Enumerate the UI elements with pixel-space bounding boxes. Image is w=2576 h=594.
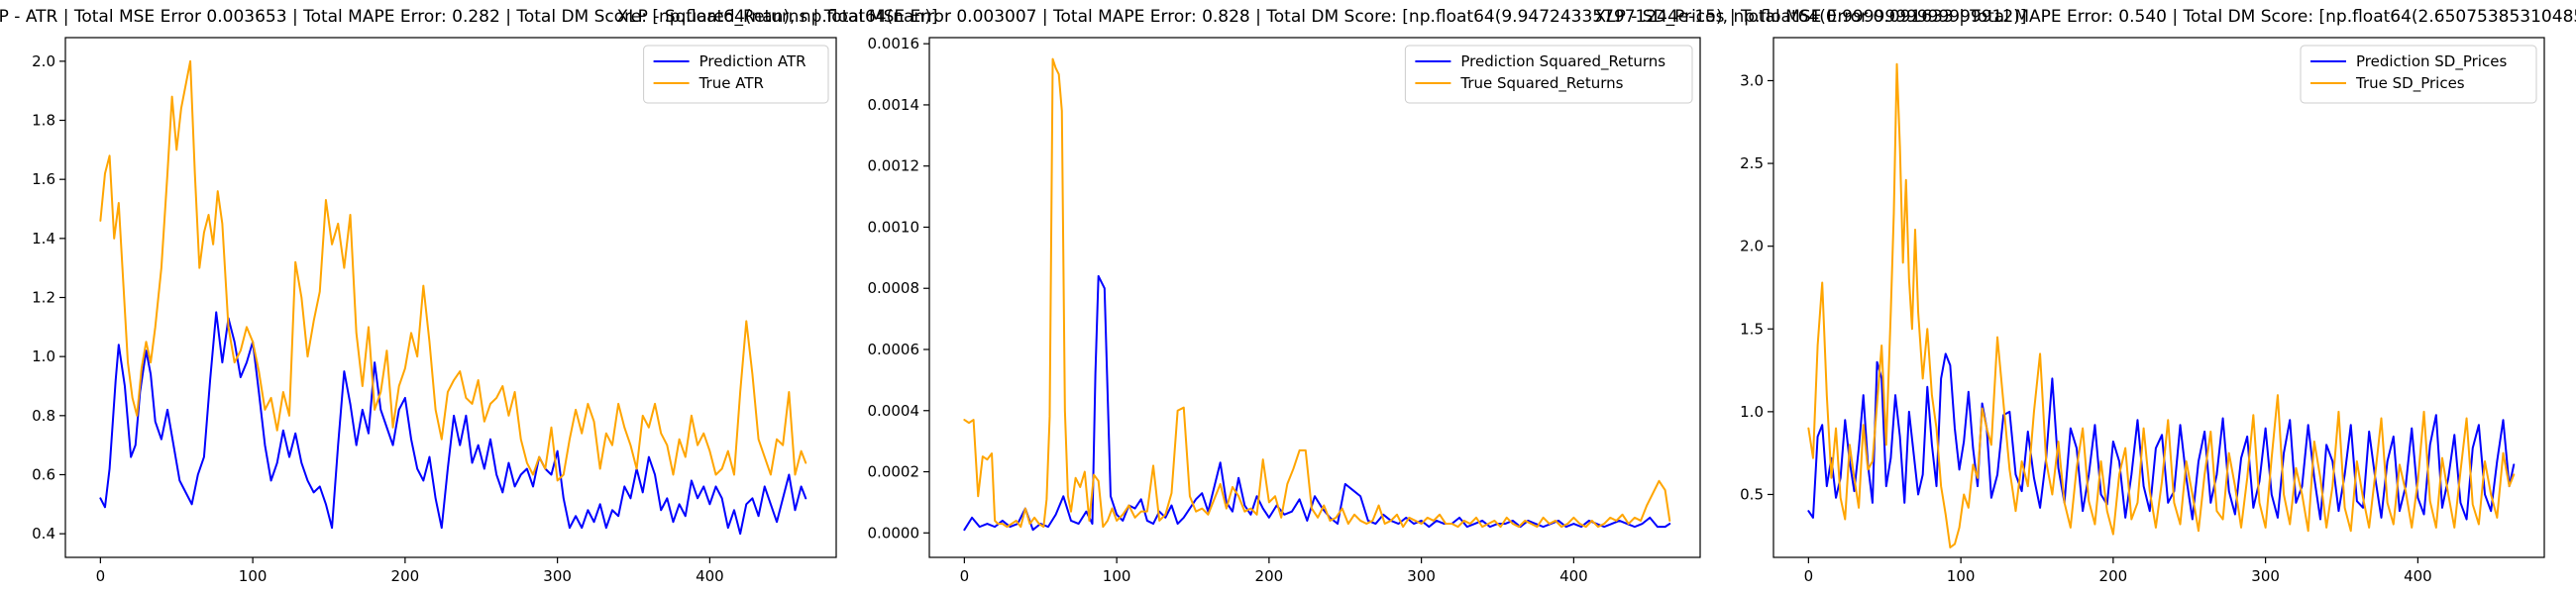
x-tick-label: 300 <box>2251 567 2280 585</box>
y-tick-label: 0.0014 <box>868 96 920 114</box>
x-tick-label: 0 <box>960 567 970 585</box>
plots-layer: 0 100 200 300 400 0.4 0.6 0.8 1.0 1.2 1.4 1.6 1.8 2.0… <box>32 35 2545 585</box>
x-tick-label: 400 <box>696 567 724 585</box>
x-tick-label: 200 <box>2099 567 2128 585</box>
legend-label-true-squared-returns: True Squared_Returns <box>1459 74 1623 93</box>
title-layer: XLP - ATR | Total MSE Error 0.003653 | T… <box>0 7 2576 27</box>
x-tick-label: 300 <box>543 567 572 585</box>
y-tick-label: 0.6 <box>32 465 55 483</box>
series-line-prediction-atr <box>99 311 807 536</box>
legend: Prediction SD_Prices True SD_Prices <box>2300 45 2537 104</box>
legend: Prediction ATR True ATR <box>643 45 829 104</box>
y-tick-label: 1.0 <box>1740 403 1764 421</box>
x-tick-label: 400 <box>2404 567 2432 585</box>
x-tick-label: 400 <box>1559 567 1588 585</box>
legend-label-prediction-atr: Prediction ATR <box>699 52 806 70</box>
x-tick-label: 200 <box>1255 567 1284 585</box>
legend-box <box>643 45 829 104</box>
y-tick-label: 1.0 <box>32 347 55 365</box>
y-tick-label: 1.4 <box>32 230 55 248</box>
axes-frame <box>928 37 1701 558</box>
series-line-true-atr <box>99 59 807 482</box>
chart-title-2: XLP - Squared_Returns | Total MSE Error … <box>617 7 2027 27</box>
x-tick-label: 0 <box>96 567 106 585</box>
y-tick-label: 0.0012 <box>868 157 920 175</box>
x-tick-label: 200 <box>391 567 420 585</box>
y-tick-label: 0.0000 <box>868 524 920 542</box>
y-tick-label: 0.0008 <box>868 279 920 297</box>
y-tick-label: 1.6 <box>32 170 55 188</box>
plot-1: 0 100 200 300 400 0.4 0.6 0.8 1.0 1.2 1.4 1.6 1.8 2.0… <box>32 37 837 585</box>
legend: Prediction Squared_Returns True Squared_R… <box>1404 45 1693 104</box>
legend-label-prediction-squared-returns: Prediction Squared_Returns <box>1460 52 1665 71</box>
series-line-prediction-sd-prices <box>1807 352 2516 521</box>
y-tick-label: 2.0 <box>32 52 55 70</box>
axes-frame <box>1772 37 2545 558</box>
y-tick-label: 0.0010 <box>868 218 920 236</box>
chart-title-3: XLP - SD_Prices | Total MSE Error 0.0916… <box>1594 7 2576 27</box>
y-tick-label: 0.8 <box>32 407 55 425</box>
y-tick-label: 1.2 <box>32 289 55 307</box>
y-tick-label: 0.5 <box>1740 485 1764 503</box>
plot-3: 0 100 200 300 400 0.5 1.0 1.5 2.0 2.5 3.0 Predictio… <box>1740 37 2545 585</box>
y-tick-label: 3.0 <box>1740 71 1764 89</box>
legend-label-true-atr: True ATR <box>698 74 764 92</box>
plot-2: 0 100 200 300 400 0.0000 0.0002 0.0004 0.0006 0.0… <box>868 35 1701 585</box>
y-tick-label: 0.0004 <box>868 402 920 420</box>
legend-box <box>2300 45 2537 104</box>
legend-label-true-sd-prices: True SD_Prices <box>2355 74 2465 93</box>
legend-label-prediction-sd-prices: Prediction SD_Prices <box>2356 52 2507 71</box>
y-tick-label: 0.0016 <box>868 35 920 52</box>
y-tick-label: 0.4 <box>32 525 55 543</box>
x-tick-label: 100 <box>239 567 268 585</box>
x-tick-label: 0 <box>1804 567 1814 585</box>
series-line-prediction-squared-returns <box>963 274 1671 532</box>
x-tick-label: 100 <box>1103 567 1131 585</box>
y-tick-label: 2.5 <box>1740 154 1764 172</box>
y-tick-label: 2.0 <box>1740 238 1764 255</box>
y-tick-label: 0.0006 <box>868 341 920 358</box>
x-tick-label: 100 <box>1947 567 1976 585</box>
series-line-true-sd-prices <box>1807 62 2516 548</box>
legend-box <box>1404 45 1693 104</box>
series-line-true-squared-returns <box>963 57 1671 529</box>
chart-title-1: XLP - ATR | Total MSE Error 0.003653 | T… <box>0 7 937 27</box>
x-tick-label: 300 <box>1407 567 1436 585</box>
y-tick-label: 0.0002 <box>868 463 920 481</box>
y-tick-label: 1.8 <box>32 112 55 130</box>
y-tick-label: 1.5 <box>1740 320 1764 338</box>
